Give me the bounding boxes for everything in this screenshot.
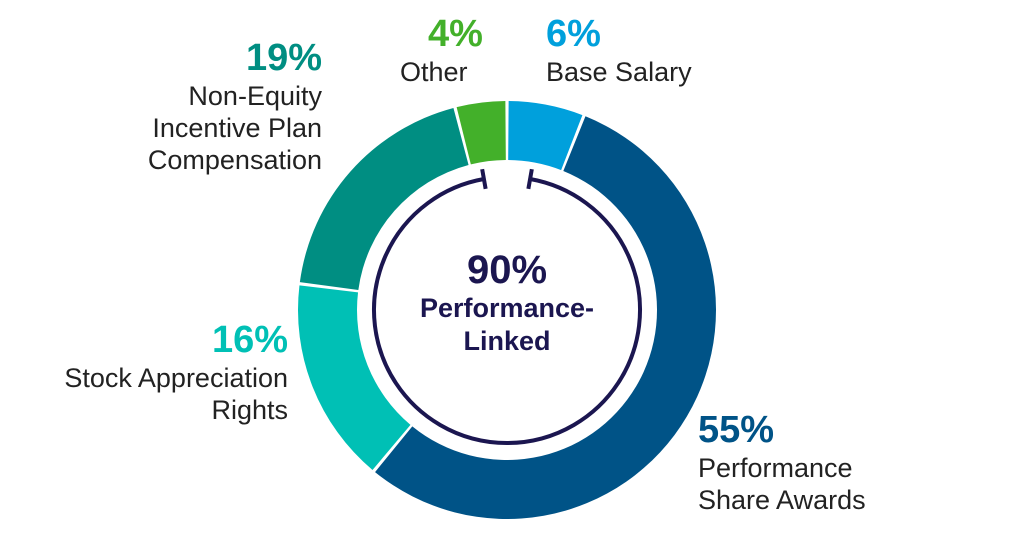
category-label-base-salary: Base Salary [546, 56, 692, 87]
value-label-performance-share-awards: 55% [698, 409, 775, 451]
performance-linked-bracket [372, 177, 642, 445]
label-performance-share-awards: 55% Performance Share Awards [698, 408, 918, 517]
label-base-salary: 6% Base Salary [546, 12, 692, 89]
label-stock-appreciation-rights: 16% Stock Appreciation Rights [20, 318, 288, 427]
center-line-2: Linked [463, 325, 551, 356]
center-label: 90% Performance- Linked [357, 248, 657, 358]
slice-non-equity-incentive-plan-compensation [299, 107, 469, 291]
slice-performance-share-awards [375, 116, 717, 519]
category-label-non-equity-incentive: Non-Equity Incentive Plan Compensation [147, 80, 322, 175]
center-value-label: 90% [466, 248, 548, 292]
category-label-other: Other [400, 56, 468, 87]
category-label-stock-appreciation-rights: Stock Appreciation Rights [64, 362, 288, 425]
label-other: 4% Other [400, 12, 483, 89]
label-non-equity-incentive: 19% Non-Equity Incentive Plan Compensati… [100, 36, 322, 176]
bracket-tick-left [480, 168, 488, 190]
donut-slices [297, 101, 717, 519]
center-line-1: Performance- [419, 293, 595, 323]
slice-base-salary [508, 101, 583, 171]
bracket-tick-right [526, 168, 534, 190]
value-label-other: 4% [428, 13, 483, 55]
value-label-non-equity-incentive: 19% [245, 37, 322, 79]
value-label-stock-appreciation-rights: 16% [211, 319, 288, 361]
category-label-performance-share-awards: Performance Share Awards [698, 452, 866, 515]
slice-stock-appreciation-rights [297, 285, 411, 470]
slice-other [456, 101, 506, 165]
value-label-base-salary: 6% [546, 13, 601, 55]
